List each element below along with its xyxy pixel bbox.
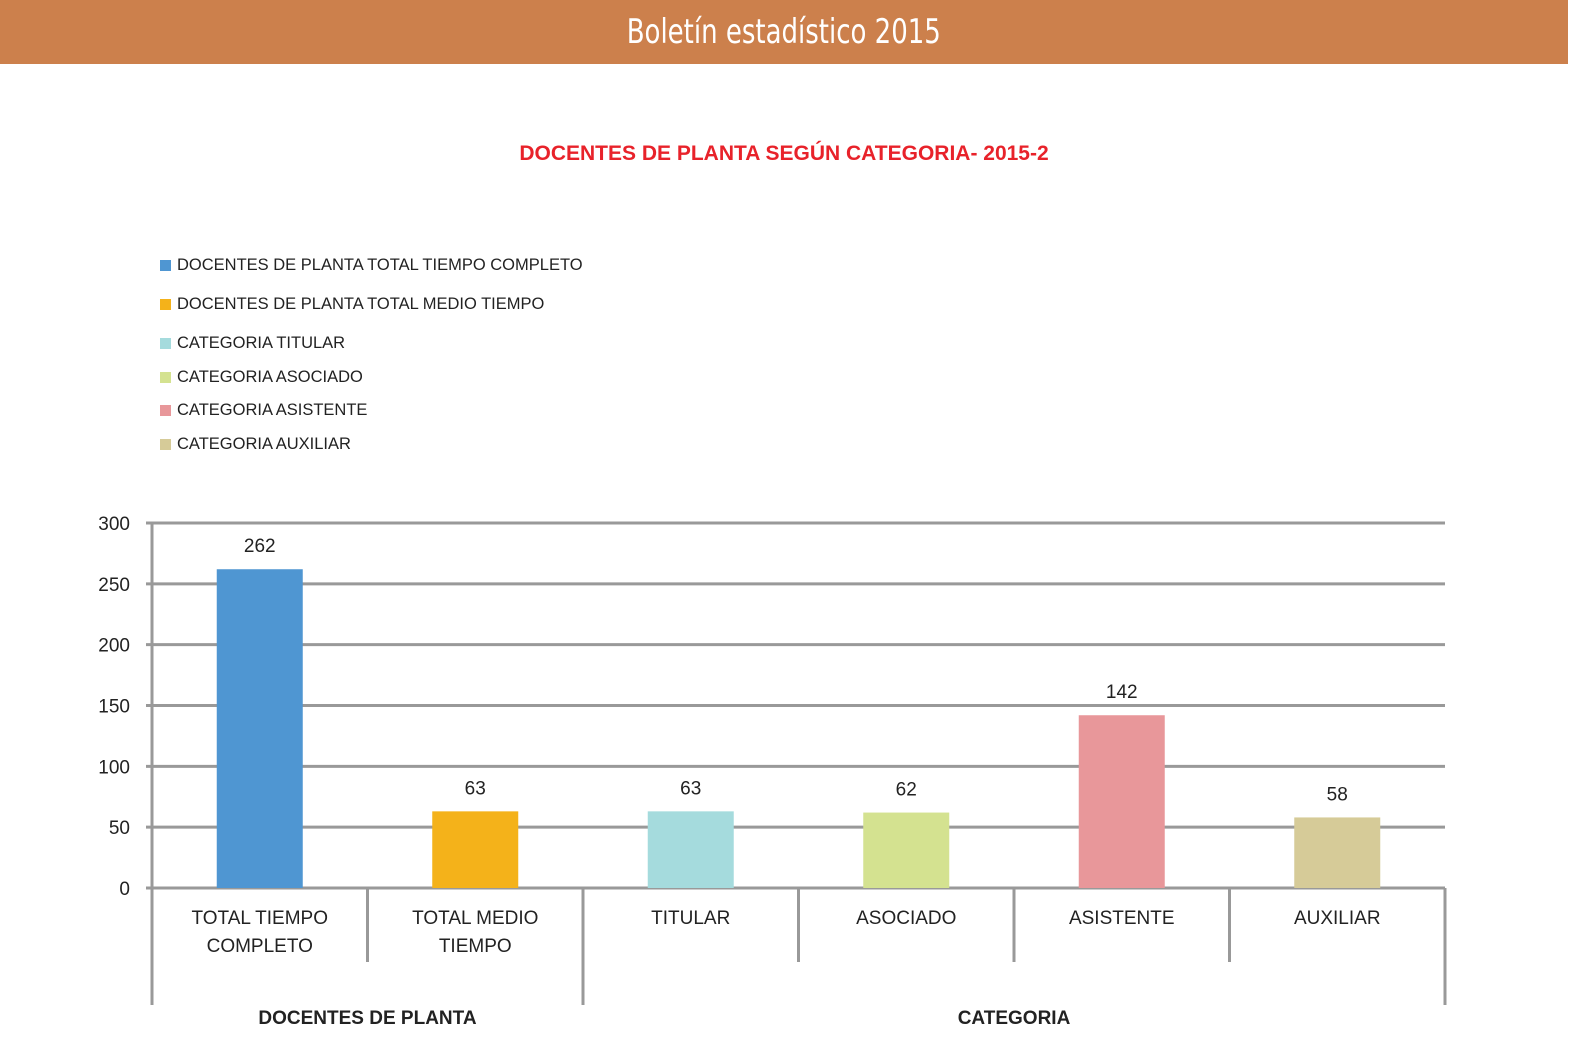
bar [432,811,519,888]
legend-item: CATEGORIA AUXILIAR [160,435,351,454]
legend-item: CATEGORIA ASISTENTE [160,401,367,420]
legend-swatch [160,405,171,416]
x-tick-label: AUXILIAR [1294,908,1381,929]
y-tick-label: 100 [98,757,130,778]
header-bar: Boletín estadístico 2015 [0,0,1568,64]
legend-swatch [160,372,171,383]
chart-title: DOCENTES DE PLANTA SEGÚN CATEGORIA- 2015… [519,142,1049,165]
header-title: Boletín estadístico 2015 [626,12,942,52]
legend-item: DOCENTES DE PLANTA TOTAL TIEMPO COMPLETO [160,256,583,275]
y-tick-label: 250 [98,575,130,596]
data-label: 62 [896,780,917,801]
legend-swatch [160,439,171,450]
y-tick-label: 200 [98,636,130,657]
x-tick-label: ASOCIADO [856,908,956,929]
x-tick-label: TOTAL MEDIO [412,908,538,929]
x-tick-label: TOTAL TIEMPO [191,908,328,929]
legend-swatch [160,260,171,271]
data-label: 63 [465,778,486,799]
legend-label: DOCENTES DE PLANTA TOTAL TIEMPO COMPLETO [177,256,583,274]
bar [216,569,303,888]
x-tick-label: TITULAR [651,908,730,929]
legend-label: CATEGORIA AUXILIAR [177,435,351,453]
y-tick-label: 0 [119,879,130,900]
data-label: 58 [1327,784,1348,805]
data-label: 63 [680,778,701,799]
x-tick-label: COMPLETO [207,936,313,957]
legend-item: DOCENTES DE PLANTA TOTAL MEDIO TIEMPO [160,295,544,314]
x-tick-label: ASISTENTE [1069,908,1175,929]
bar [1078,715,1165,888]
legend-label: CATEGORIA ASISTENTE [177,401,368,419]
legend-swatch [160,338,171,349]
y-tick-label: 150 [98,697,130,718]
group-label: DOCENTES DE PLANTA [258,1008,476,1029]
bar [647,811,734,888]
legend-item: CATEGORIA ASOCIADO [160,368,363,387]
data-label: 262 [244,536,276,557]
x-tick-label: TIEMPO [439,936,512,957]
y-tick-label: 50 [109,818,130,839]
bar [1294,817,1381,888]
group-label: CATEGORIA [958,1008,1071,1029]
legend-item: CATEGORIA TITULAR [160,334,345,353]
legend-label: CATEGORIA TITULAR [177,334,346,352]
y-tick-label: 300 [98,514,130,535]
legend-label: CATEGORIA ASOCIADO [177,368,363,386]
data-label: 142 [1106,682,1138,703]
legend-swatch [160,299,171,310]
legend-label: DOCENTES DE PLANTA TOTAL MEDIO TIEMPO [177,295,545,313]
bar [863,812,950,888]
